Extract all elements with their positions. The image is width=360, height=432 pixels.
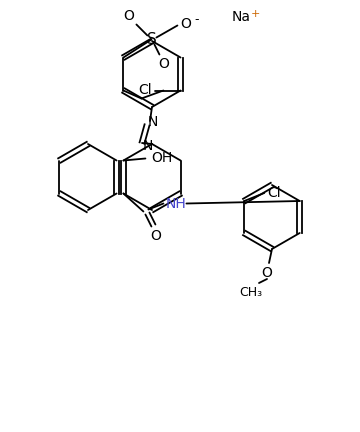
- Text: O: O: [180, 18, 191, 32]
- Text: O: O: [150, 229, 161, 244]
- Text: Na: Na: [232, 10, 251, 24]
- Text: OH: OH: [151, 152, 172, 165]
- Text: N: N: [148, 115, 158, 129]
- Text: O: O: [123, 10, 134, 23]
- Text: NH: NH: [166, 197, 187, 210]
- Text: O: O: [262, 266, 273, 280]
- Text: O: O: [158, 57, 169, 72]
- Text: Cl: Cl: [138, 83, 152, 98]
- Text: Cl: Cl: [267, 186, 281, 200]
- Text: CH₃: CH₃: [239, 286, 262, 299]
- Text: -: -: [194, 13, 199, 26]
- Text: N: N: [143, 139, 153, 153]
- Text: S: S: [147, 32, 156, 47]
- Text: +: +: [251, 9, 260, 19]
